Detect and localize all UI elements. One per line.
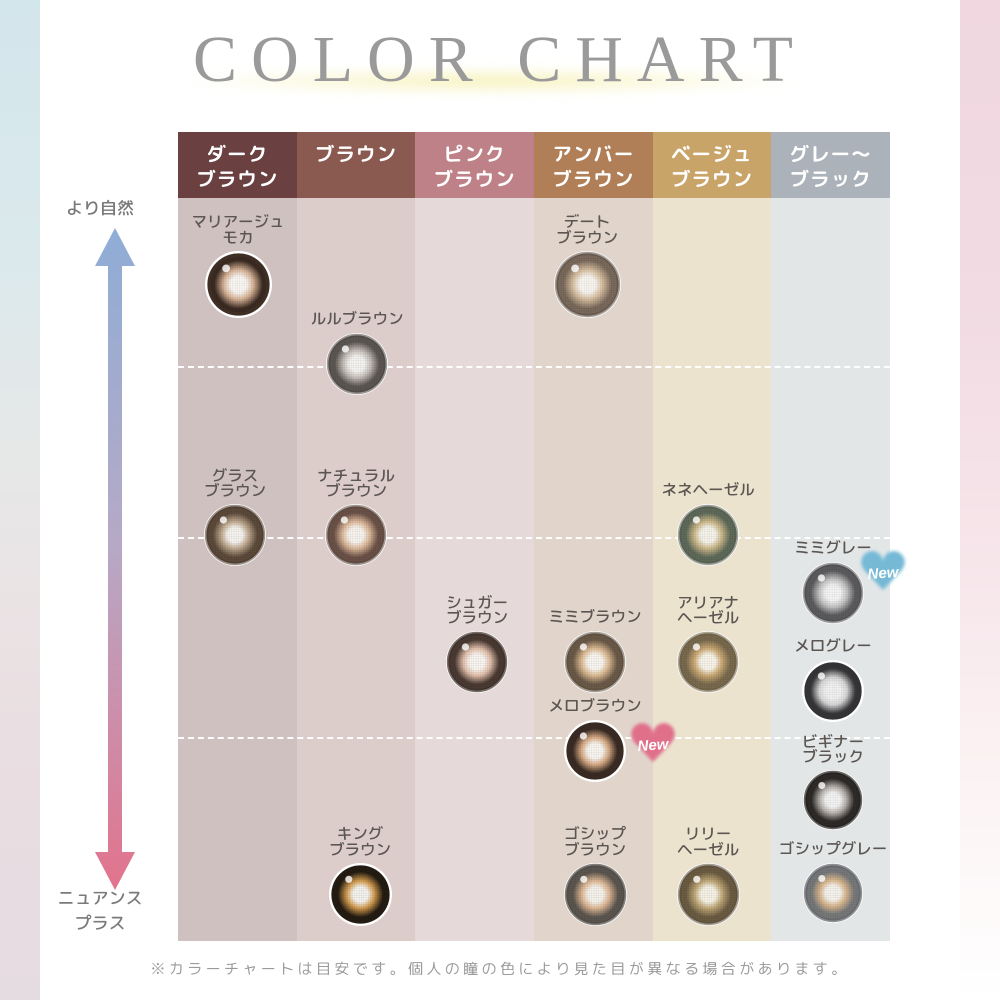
svg-text:New: New [637,736,670,755]
svg-text:New: New [867,564,900,583]
